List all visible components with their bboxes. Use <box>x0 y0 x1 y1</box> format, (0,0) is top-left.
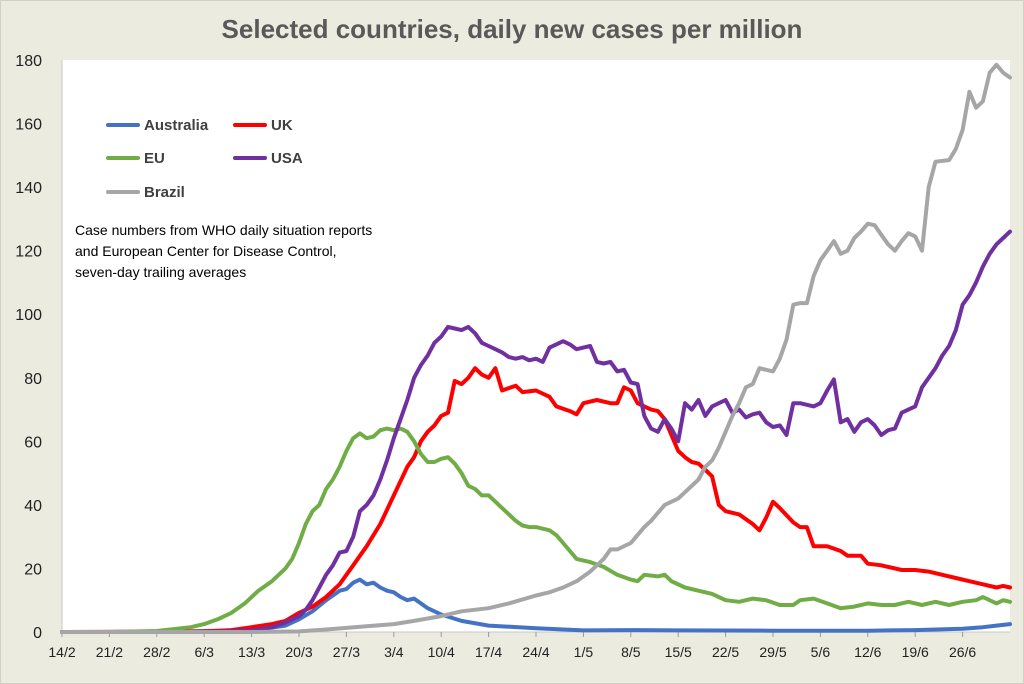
legend-label-brazil: Brazil <box>144 184 185 201</box>
legend-label-australia: Australia <box>144 117 209 134</box>
x-tick-label: 6/3 <box>194 644 214 660</box>
x-tick-label: 21/2 <box>96 644 123 660</box>
x-tick-label: 28/2 <box>143 644 170 660</box>
x-tick-label: 19/6 <box>902 644 929 660</box>
legend-label-eu: EU <box>144 150 165 167</box>
series-line-usa <box>60 229 1012 634</box>
y-tick-label: 120 <box>15 244 42 261</box>
series-line-brazil <box>60 62 1012 634</box>
y-tick-label: 20 <box>24 561 42 578</box>
y-tick-label: 80 <box>24 371 42 388</box>
y-tick-label: 40 <box>24 498 42 515</box>
x-tick-label: 22/5 <box>712 644 739 660</box>
series-line-australia <box>60 577 1012 634</box>
x-axis: 14/2 21/2 28/2 6/3 13/3 20/3 27/3 3/4 10/4 17/4 24… <box>48 631 1010 660</box>
plot-area <box>62 60 1010 632</box>
x-tick-label: 20/3 <box>285 644 312 660</box>
y-axis: 0 20 40 60 80 100 120 140 160 180 <box>15 53 63 642</box>
y-tick-label: 0 <box>33 625 42 642</box>
y-tick-label: 160 <box>15 117 42 134</box>
legend: Australia UK EU USA Brazil <box>106 117 303 201</box>
legend-label-uk: UK <box>271 117 293 134</box>
series-layer <box>60 62 1012 634</box>
chart-title: Selected countries, daily new cases per … <box>221 14 803 44</box>
x-tick-label: 24/4 <box>522 644 549 660</box>
y-tick-label: 180 <box>15 53 42 70</box>
series-line-uk <box>60 366 1012 634</box>
x-tick-label: 10/4 <box>428 644 455 660</box>
x-tick-label: 8/5 <box>621 644 641 660</box>
chart-annotation: Case numbers from WHO daily situation re… <box>75 222 373 280</box>
y-tick-label: 140 <box>15 180 42 197</box>
x-tick-label: 1/5 <box>574 644 594 660</box>
x-tick-label: 3/4 <box>384 644 404 660</box>
y-tick-label: 100 <box>15 307 42 324</box>
x-tick-label: 29/5 <box>759 644 786 660</box>
x-tick-label: 14/2 <box>48 644 75 660</box>
y-tick-label: 60 <box>24 434 42 451</box>
x-tick-label: 13/3 <box>238 644 265 660</box>
x-tick-label: 5/6 <box>811 644 831 660</box>
x-tick-label: 12/6 <box>854 644 881 660</box>
x-tick-label: 26/6 <box>949 644 976 660</box>
series-line-eu <box>60 426 1012 634</box>
x-tick-label: 27/3 <box>333 644 360 660</box>
legend-label-usa: USA <box>271 150 303 167</box>
x-tick-label: 17/4 <box>475 644 502 660</box>
x-tick-label: 15/5 <box>665 644 692 660</box>
